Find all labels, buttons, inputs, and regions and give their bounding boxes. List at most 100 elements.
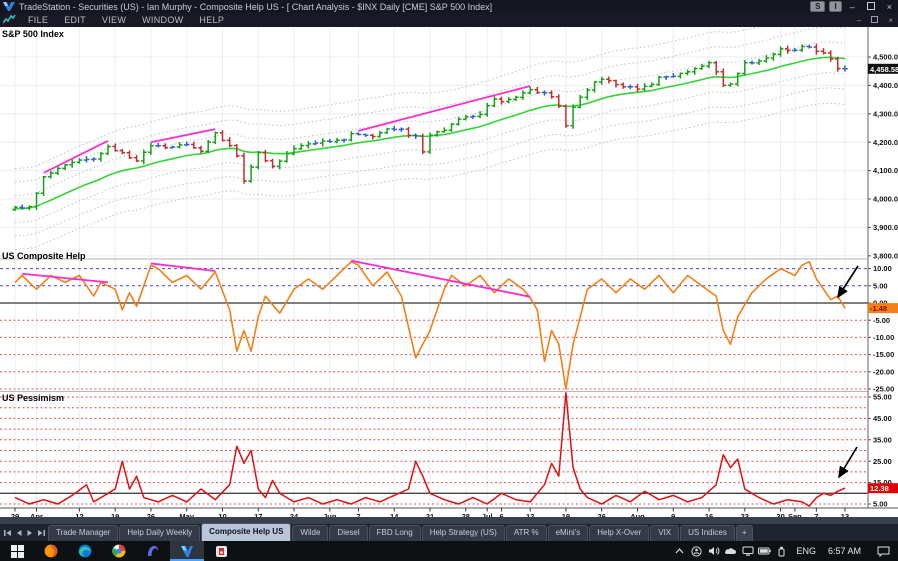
last-value-tag: 4,458.58 bbox=[868, 63, 898, 74]
add-tab-button[interactable]: + bbox=[735, 525, 753, 541]
app-logo-icon bbox=[3, 15, 16, 24]
svg-text:25.00: 25.00 bbox=[873, 457, 892, 466]
chrome-icon[interactable] bbox=[102, 541, 136, 561]
sim-mode-button[interactable]: S bbox=[810, 1, 826, 12]
tab-emini-s[interactable]: eMini's bbox=[547, 525, 589, 541]
next-tab-button[interactable] bbox=[25, 527, 34, 538]
svg-text:9: 9 bbox=[671, 512, 675, 517]
tradestation-taskbar-icon[interactable] bbox=[170, 541, 204, 561]
child-close-button[interactable]: × bbox=[888, 15, 893, 25]
last-value-tag: 12.38 bbox=[868, 483, 898, 494]
tab-atr-[interactable]: ATR % bbox=[505, 525, 547, 541]
chart-canvas[interactable]: 4,500.00 4,400.00 4,300.00 4,200.00 4,100.00… bbox=[0, 27, 898, 517]
tab-diesel[interactable]: Diesel bbox=[329, 525, 368, 541]
workspace-tab-bar: Trade Manager Help Daily Weekly Composite … bbox=[0, 523, 898, 541]
annotation-arrow-pessimism bbox=[838, 446, 858, 479]
system-tray: ENG 6:57 AM bbox=[671, 541, 898, 561]
svg-text:May: May bbox=[179, 512, 194, 517]
firefox-icon[interactable] bbox=[34, 541, 68, 561]
svg-text:Apr: Apr bbox=[30, 512, 43, 517]
volume-icon[interactable] bbox=[705, 541, 722, 561]
battery-icon[interactable] bbox=[756, 541, 773, 561]
child-minimize-button[interactable]: – bbox=[856, 15, 862, 25]
tab-us-indices[interactable]: US Indices bbox=[680, 525, 735, 541]
svg-text:26: 26 bbox=[147, 512, 155, 517]
svg-text:19: 19 bbox=[111, 512, 119, 517]
svg-text:-25.00: -25.00 bbox=[873, 385, 894, 394]
browser-icon[interactable] bbox=[136, 541, 170, 561]
last-tab-button[interactable] bbox=[36, 527, 45, 538]
tab-wilde[interactable]: Wilde bbox=[292, 525, 329, 541]
red-app-icon[interactable] bbox=[204, 541, 238, 561]
svg-text:3,800.00: 3,800.00 bbox=[873, 251, 898, 260]
tray-chevron-icon[interactable] bbox=[671, 541, 688, 561]
prev-tab-button[interactable] bbox=[14, 527, 23, 538]
svg-text:12: 12 bbox=[526, 512, 534, 517]
clock[interactable]: 6:57 AM bbox=[827, 546, 861, 556]
svg-text:29: 29 bbox=[11, 512, 19, 517]
svg-text:-15.00: -15.00 bbox=[873, 350, 894, 359]
svg-text:5.00: 5.00 bbox=[873, 281, 888, 290]
network-icon[interactable] bbox=[739, 541, 756, 561]
svg-text:4,300.00: 4,300.00 bbox=[873, 109, 898, 118]
info-mode-button[interactable]: I bbox=[829, 1, 842, 12]
svg-text:12.38: 12.38 bbox=[870, 484, 889, 493]
start-button[interactable] bbox=[0, 541, 34, 561]
svg-text:10: 10 bbox=[218, 512, 226, 517]
svg-text:21: 21 bbox=[426, 512, 434, 517]
menu-view[interactable]: VIEW bbox=[101, 15, 127, 25]
svg-text:-5.00: -5.00 bbox=[873, 316, 890, 325]
close-button[interactable]: × bbox=[886, 1, 892, 12]
svg-text:7: 7 bbox=[814, 512, 818, 517]
svg-text:4,200.00: 4,200.00 bbox=[873, 138, 898, 147]
svg-text:3,900.00: 3,900.00 bbox=[873, 223, 898, 232]
last-value-tag: -1.48 bbox=[868, 303, 898, 314]
usb-icon[interactable] bbox=[773, 541, 790, 561]
menu-help[interactable]: HELP bbox=[199, 15, 225, 25]
svg-text:5.00: 5.00 bbox=[873, 500, 888, 509]
title-bar: TradeStation - Securities (US) - Ian Mur… bbox=[0, 0, 898, 13]
first-tab-button[interactable] bbox=[3, 527, 12, 538]
restore-button[interactable] bbox=[861, 1, 881, 12]
svg-text:23: 23 bbox=[741, 512, 749, 517]
panel-title-sp500: S&P 500 Index bbox=[2, 29, 64, 39]
svg-text:45.00: 45.00 bbox=[873, 414, 892, 423]
menu-edit[interactable]: EDIT bbox=[64, 15, 86, 25]
teams-icon[interactable] bbox=[688, 541, 705, 561]
svg-text:-1.48: -1.48 bbox=[870, 304, 887, 313]
svg-text:4,500.00: 4,500.00 bbox=[873, 53, 898, 62]
svg-text:4,100.00: 4,100.00 bbox=[873, 166, 898, 175]
onedrive-icon[interactable] bbox=[722, 541, 739, 561]
language-indicator[interactable]: ENG bbox=[796, 546, 816, 556]
menu-file[interactable]: FILE bbox=[28, 15, 49, 25]
svg-text:Aug: Aug bbox=[630, 512, 645, 517]
tab-help-strategy-us-[interactable]: Help Strategy (US) bbox=[421, 525, 505, 541]
svg-text:Jul: Jul bbox=[482, 512, 493, 517]
svg-text:26: 26 bbox=[598, 512, 606, 517]
tab-composite-help-us[interactable]: Composite Help US bbox=[201, 523, 292, 541]
svg-text:17: 17 bbox=[254, 512, 262, 517]
tab-vix[interactable]: VIX bbox=[650, 525, 680, 541]
tab-help-x-over[interactable]: Help X-Over bbox=[589, 525, 650, 541]
svg-text:4,000.00: 4,000.00 bbox=[873, 195, 898, 204]
chart-scrollbar[interactable] bbox=[0, 517, 898, 524]
tab-fbd-long[interactable]: FBD Long bbox=[368, 525, 421, 541]
svg-text:14: 14 bbox=[390, 512, 399, 517]
annotation-arrow-composite bbox=[837, 265, 859, 299]
svg-text:Jun: Jun bbox=[323, 512, 337, 517]
edge-icon[interactable] bbox=[68, 541, 102, 561]
tab-trade-manager[interactable]: Trade Manager bbox=[48, 525, 119, 541]
tab-help-daily-weekly[interactable]: Help Daily Weekly bbox=[119, 525, 201, 541]
svg-text:7: 7 bbox=[356, 512, 360, 517]
svg-text:4,400.00: 4,400.00 bbox=[873, 81, 898, 90]
svg-text:-20.00: -20.00 bbox=[873, 367, 894, 376]
child-restore-button[interactable] bbox=[866, 15, 883, 25]
minimize-button[interactable]: – bbox=[849, 1, 855, 12]
svg-text:-10.00: -10.00 bbox=[873, 333, 894, 342]
action-center-icon[interactable] bbox=[875, 541, 892, 561]
svg-text:Sep: Sep bbox=[788, 512, 802, 517]
panel-title-composite-help: US Composite Help bbox=[2, 251, 86, 261]
menu-window[interactable]: WINDOW bbox=[142, 15, 184, 25]
windows-taskbar: ENG 6:57 AM bbox=[0, 541, 898, 561]
